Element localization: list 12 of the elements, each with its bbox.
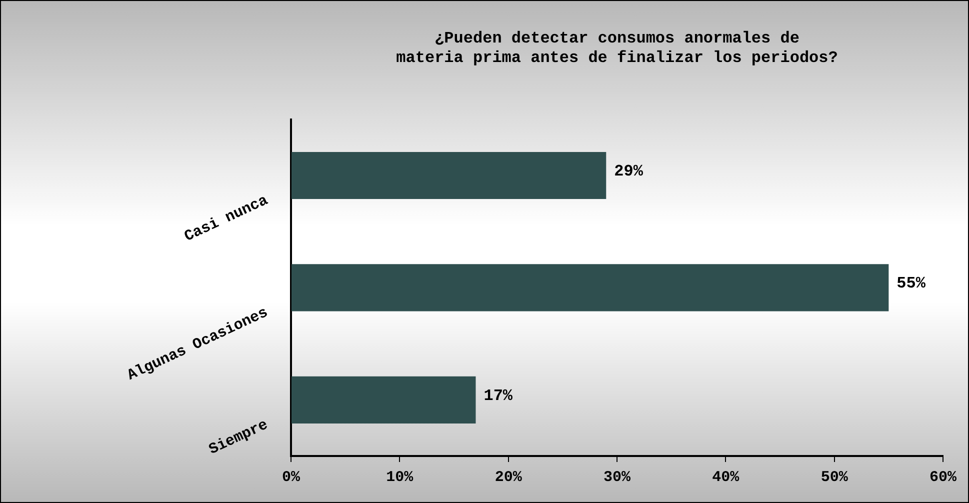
data-label: 55%	[896, 274, 926, 293]
x-tick-label: 50%	[820, 468, 849, 486]
x-tick-label: 40%	[712, 468, 740, 486]
x-tick-label: 60%	[929, 468, 958, 486]
x-tick-label: 20%	[494, 468, 523, 486]
x-tick-label: 10%	[386, 468, 414, 486]
x-tick-label: 0%	[282, 468, 301, 486]
x-tick-label: 30%	[603, 468, 632, 486]
data-label: 29%	[614, 162, 644, 181]
y-tick-label: Casi nunca	[182, 192, 271, 246]
data-label: 17%	[484, 386, 513, 405]
chart-title: ¿Pueden detectar consumos anormales de materia prima antes de finalizar los periodos?	[396, 30, 838, 67]
